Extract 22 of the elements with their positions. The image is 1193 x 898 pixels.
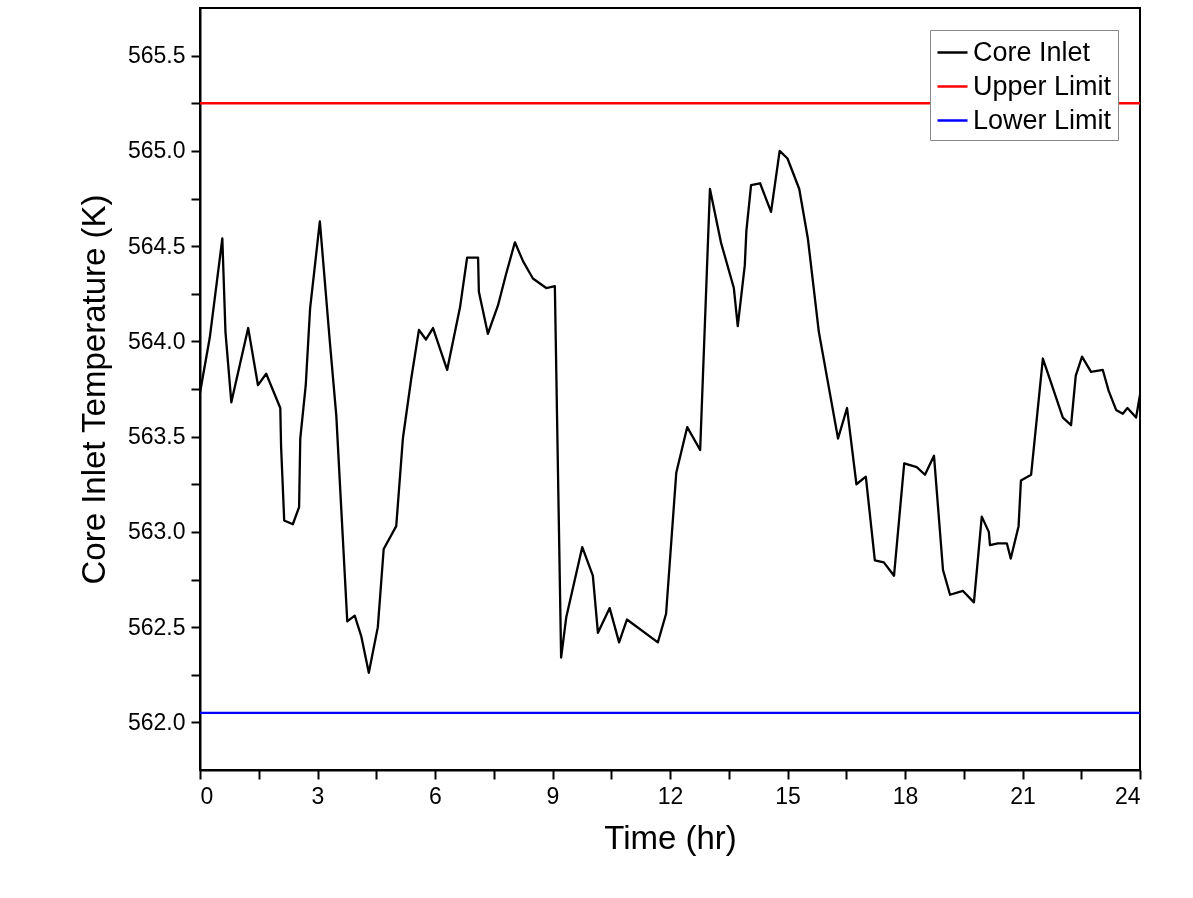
x-tick-label: 6	[429, 782, 442, 809]
y-tick-label: 563.0	[127, 518, 186, 545]
x-tick-label: 9	[546, 782, 560, 809]
x-tick-label: 3	[311, 782, 325, 809]
y-tick-label: 563.5	[127, 423, 186, 450]
x-tick-label: 0	[200, 782, 214, 809]
y-axis-title: Core Inlet Temperature (K)	[74, 194, 112, 585]
y-tick-label: 564.0	[127, 327, 186, 354]
legend-label: Lower Limit	[973, 104, 1112, 135]
x-tick-label: 15	[775, 782, 801, 809]
y-tick-label: 562.0	[127, 708, 186, 735]
y-tick-label: 565.0	[127, 137, 186, 164]
y-tick-label: 564.5	[127, 232, 186, 259]
x-tick-label: 24	[1114, 782, 1141, 809]
legend-label: Upper Limit	[973, 70, 1112, 101]
x-tick-label: 18	[892, 782, 919, 809]
y-tick-label: 562.5	[127, 613, 186, 640]
y-tick-label: 565.5	[127, 42, 186, 69]
x-tick-label: 21	[1010, 782, 1036, 809]
x-axis-title: Time (hr)	[604, 818, 737, 856]
x-tick-label: 12	[657, 782, 684, 809]
legend-label: Core Inlet	[973, 36, 1091, 67]
